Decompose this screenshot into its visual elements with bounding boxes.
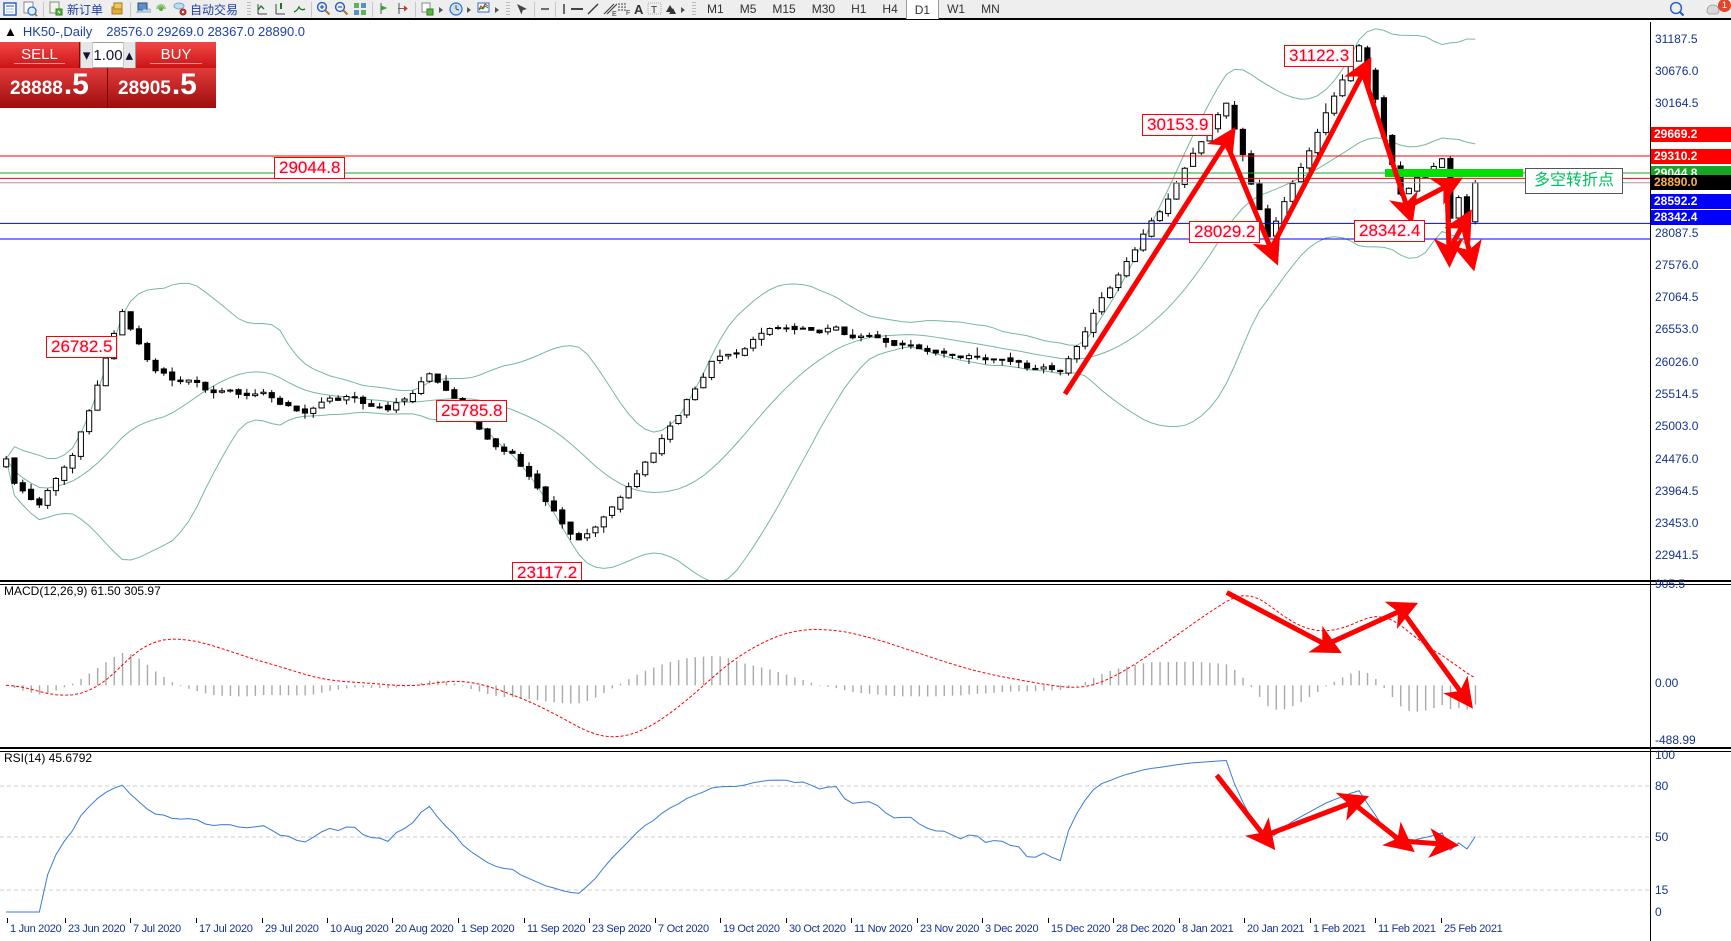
svg-text:F: F xyxy=(626,10,630,16)
svg-text:A: A xyxy=(634,2,644,16)
svg-text:T: T xyxy=(651,5,657,16)
